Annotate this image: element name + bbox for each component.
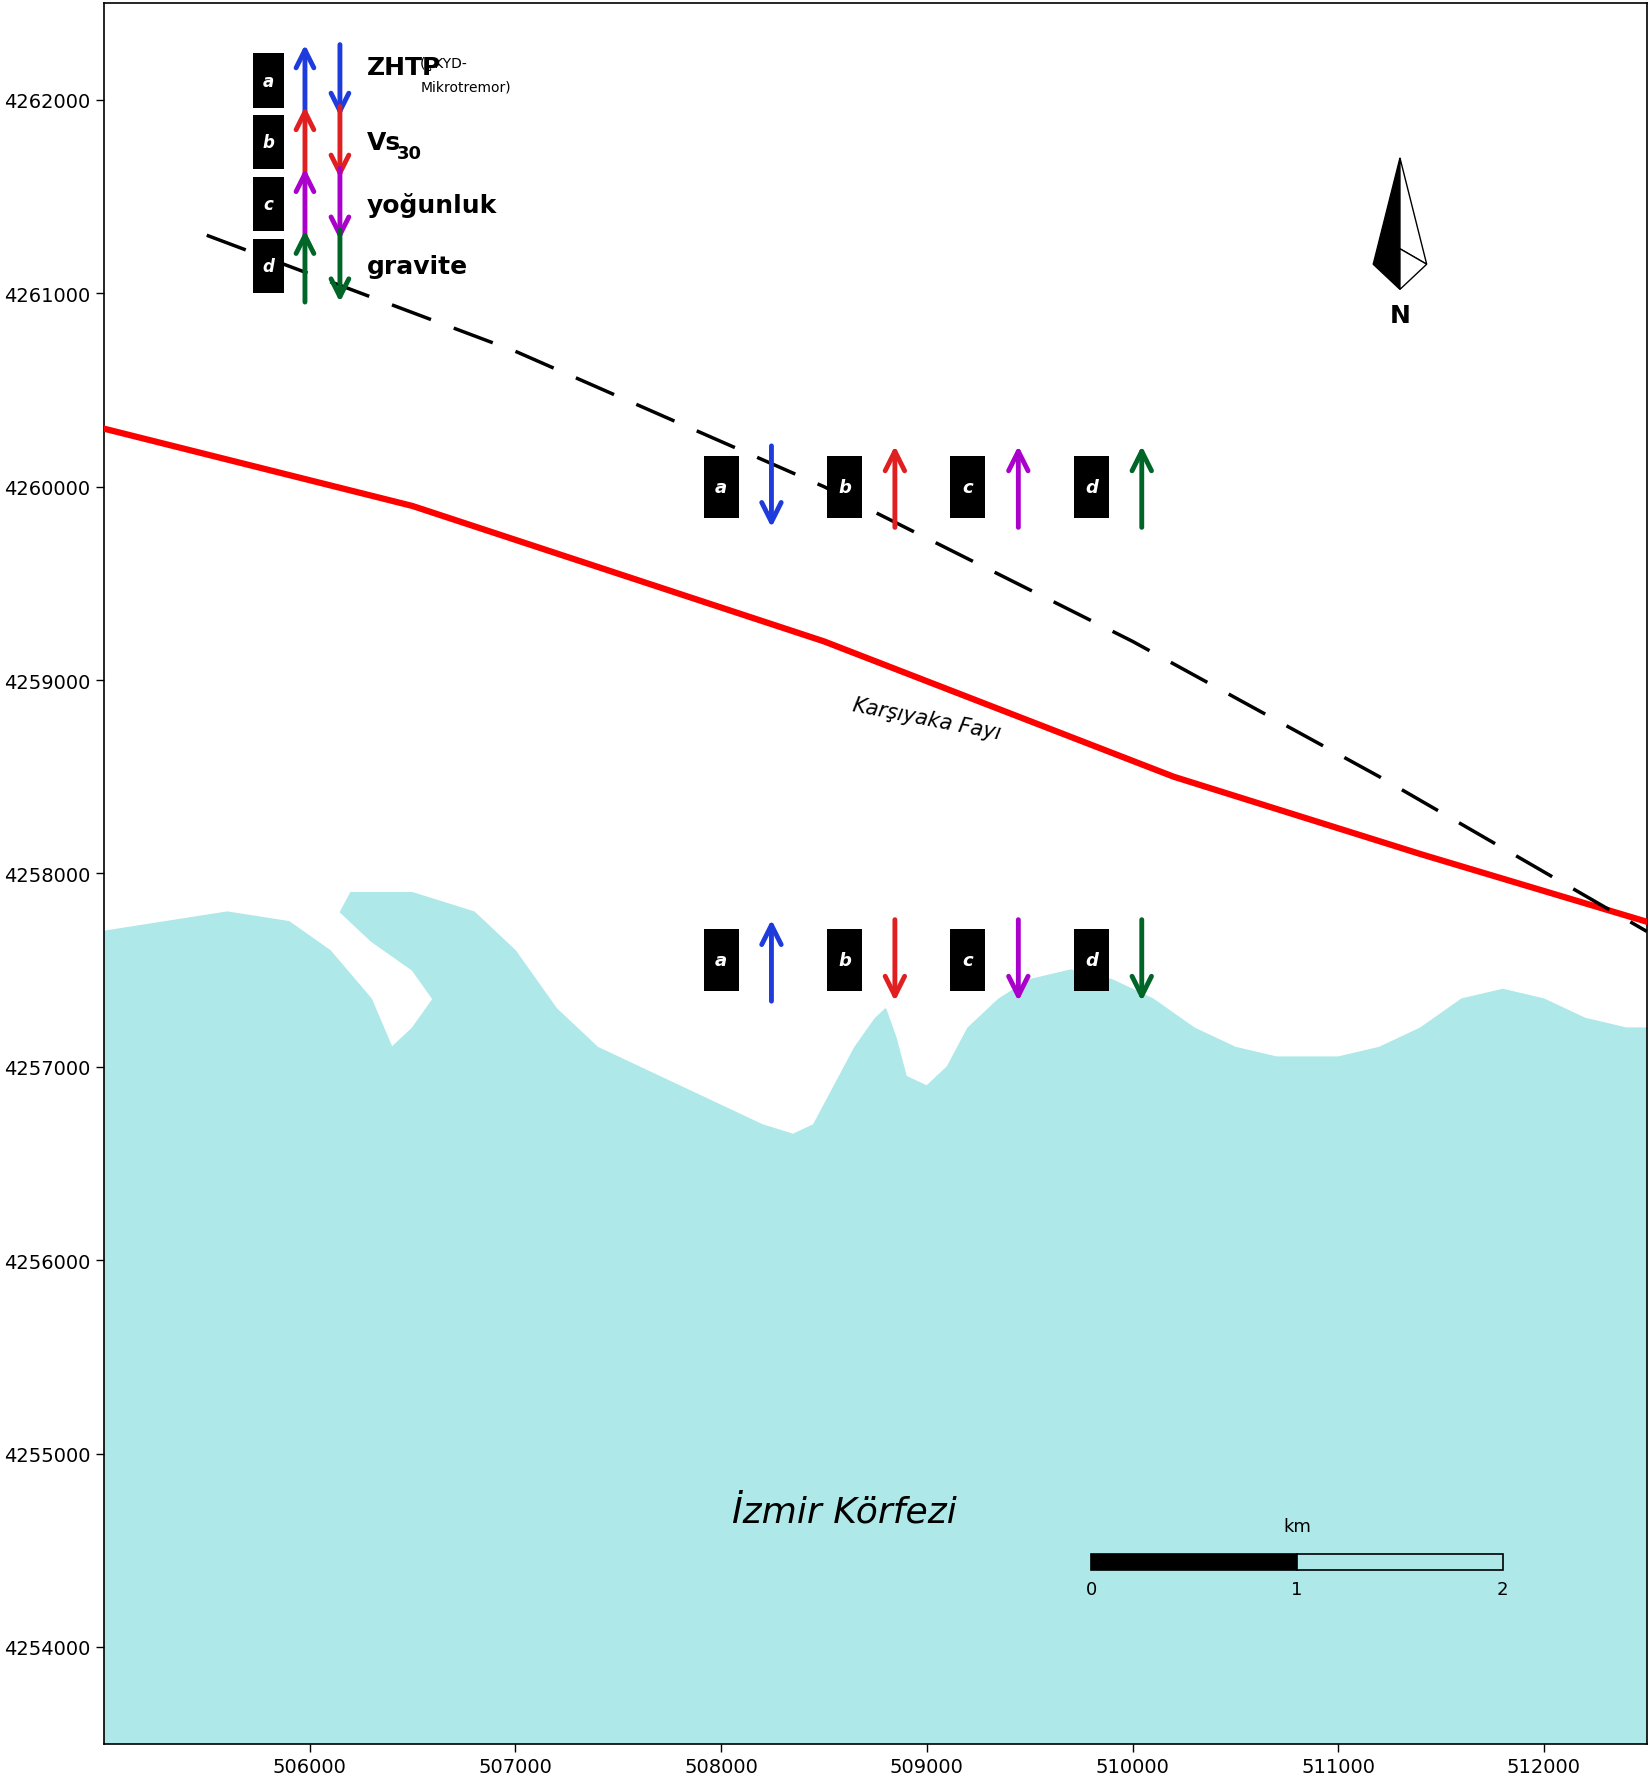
Bar: [253, 55, 284, 109]
Bar: [827, 929, 862, 991]
Text: c: c: [264, 196, 274, 214]
Bar: [1073, 456, 1109, 518]
Bar: [827, 456, 862, 518]
Polygon shape: [1400, 158, 1426, 265]
Text: N: N: [1390, 304, 1410, 328]
Text: c: c: [963, 952, 972, 970]
Text: km: km: [1283, 1517, 1311, 1534]
Polygon shape: [1400, 249, 1426, 290]
Text: Vs: Vs: [367, 132, 401, 155]
Text: b: b: [839, 479, 850, 497]
Bar: [1298, 1554, 1502, 1570]
Text: (ÇKYD-: (ÇKYD-: [419, 57, 467, 71]
Text: d: d: [1085, 952, 1098, 970]
Text: a: a: [715, 952, 726, 970]
Polygon shape: [1374, 158, 1400, 265]
Bar: [703, 929, 738, 991]
Bar: [1091, 1554, 1298, 1570]
Bar: [703, 456, 738, 518]
Text: 1: 1: [1291, 1581, 1303, 1598]
Text: d: d: [263, 258, 274, 276]
Bar: [951, 456, 986, 518]
Polygon shape: [104, 894, 1646, 1744]
Text: Karşıyaka Fayı: Karşıyaka Fayı: [850, 696, 1002, 744]
Text: 0: 0: [1086, 1581, 1096, 1598]
Text: d: d: [1085, 479, 1098, 497]
Bar: [253, 240, 284, 294]
Text: İzmir Körfezi: İzmir Körfezi: [731, 1495, 958, 1529]
Bar: [951, 929, 986, 991]
Text: a: a: [715, 479, 726, 497]
Text: Mikrotremor): Mikrotremor): [419, 80, 510, 94]
Text: b: b: [839, 952, 850, 970]
Bar: [253, 116, 284, 171]
Polygon shape: [1374, 249, 1400, 290]
Text: c: c: [963, 479, 972, 497]
Text: 2: 2: [1497, 1581, 1509, 1598]
Text: gravite: gravite: [367, 255, 467, 279]
Text: a: a: [263, 73, 274, 91]
Bar: [1073, 929, 1109, 991]
Text: ZHTP: ZHTP: [367, 55, 441, 80]
Text: b: b: [263, 134, 274, 153]
Text: yoğunluk: yoğunluk: [367, 192, 497, 217]
Text: 30: 30: [396, 144, 421, 164]
Bar: [253, 178, 284, 231]
